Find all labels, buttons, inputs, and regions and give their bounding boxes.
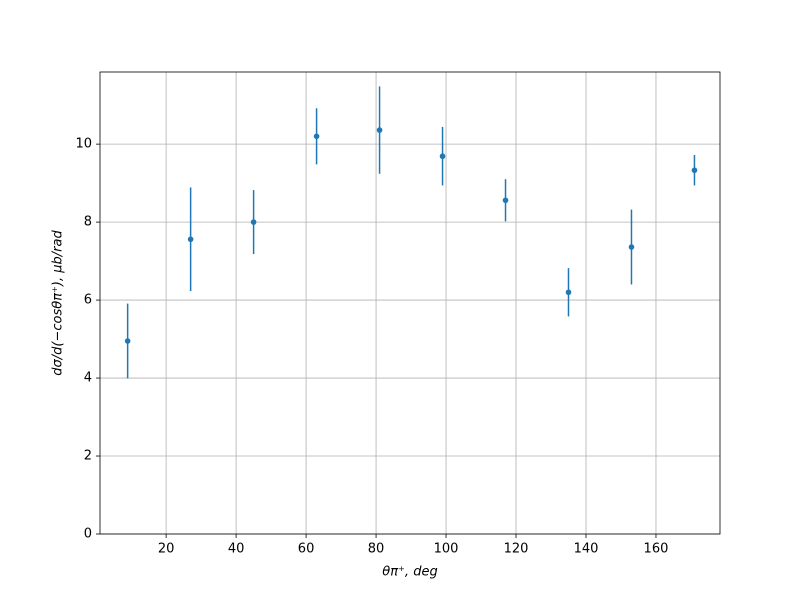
data-point [187,236,194,243]
data-point [124,338,131,344]
x-tick-label: 20 [158,542,175,557]
plot-frame [99,71,721,535]
data-point [691,167,698,174]
data-point [250,219,257,225]
data-point [376,127,383,133]
y-tick-label: 8 [84,215,92,230]
x-tick-label: 120 [504,542,529,557]
data-point [565,289,572,296]
y-tick-label: 0 [84,527,92,542]
y-tick-label: 2 [84,449,92,464]
y-tick-label: 6 [84,293,92,308]
x-axis-label: θπ⁺, deg [382,565,437,580]
x-tick-label: 140 [574,542,599,557]
data-point [313,133,320,140]
y-tick-label: 4 [84,371,92,386]
x-tick-label: 80 [368,542,385,557]
data-point [628,244,635,250]
data-point [502,197,509,204]
x-tick-label: 160 [644,542,669,557]
y-tick-label: 10 [75,137,92,152]
y-axis-label: dσ/d(−cosθπ⁺), μb/rad [51,230,66,376]
x-tick-label: 40 [228,542,245,557]
x-tick-label: 60 [298,542,315,557]
data-point [439,153,446,160]
x-tick-label: 100 [434,542,459,557]
